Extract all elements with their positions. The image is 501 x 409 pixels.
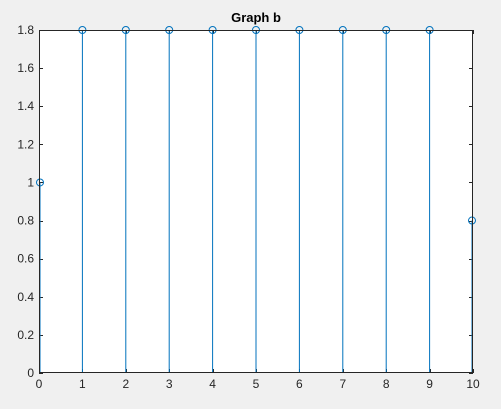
x-tick-label: 0 [36, 377, 43, 391]
y-tick-label: 1.6 [17, 61, 34, 75]
y-tick-label: 1.8 [17, 23, 34, 37]
x-tick-label: 5 [253, 377, 260, 391]
x-tick-label: 3 [166, 377, 173, 391]
x-tick-label: 8 [383, 377, 390, 391]
y-tick-label: 0.2 [17, 328, 34, 342]
x-tick-label: 2 [122, 377, 129, 391]
y-tick-label: 0.8 [17, 214, 34, 228]
x-tick-label: 1 [79, 377, 86, 391]
x-tick-label: 7 [339, 377, 346, 391]
chart-title: Graph b [231, 10, 281, 25]
y-tick-label: 1.2 [17, 137, 34, 151]
y-tick-label: 0.6 [17, 252, 34, 266]
x-tick-label: 10 [466, 377, 480, 391]
y-tick-label: 1 [27, 175, 34, 189]
y-tick-label: 1.4 [17, 99, 34, 113]
y-tick-label: 0.4 [17, 290, 34, 304]
x-tick-label: 6 [296, 377, 303, 391]
y-tick-label: 0 [27, 366, 34, 380]
x-tick-label: 4 [209, 377, 216, 391]
x-tick-label: 9 [426, 377, 433, 391]
